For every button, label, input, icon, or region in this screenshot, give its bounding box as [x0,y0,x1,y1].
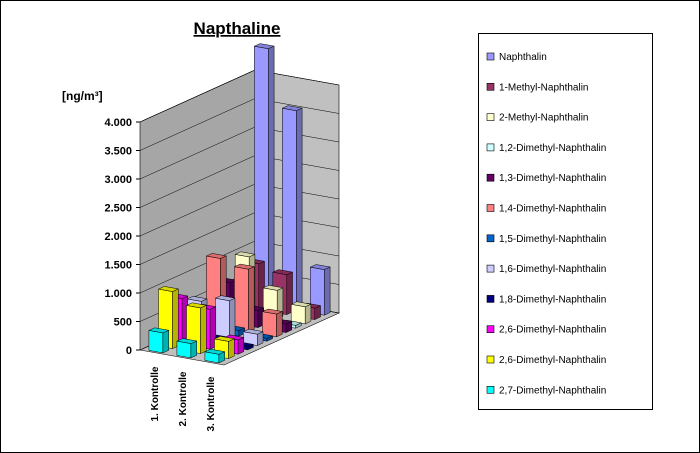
bar-side [296,107,303,311]
legend-swatch [486,204,495,212]
legend-label: 1,5-Dimethyl-Naphthalin [499,234,606,245]
bar-top [185,302,208,309]
bar-front [234,266,249,333]
x-tick-label: 1. Kontrolle [150,366,161,421]
legend-label: 1,4-Dimethyl-Naphthalin [499,204,606,215]
bar-top [253,43,275,49]
bar-top [290,301,312,308]
bar-side [190,340,197,359]
bar-side [172,288,179,349]
legend [478,33,653,410]
bar-front [262,311,277,338]
bar-top [262,285,284,291]
legend-swatch [486,355,495,364]
legend-swatch [486,143,495,152]
legend-swatch [486,52,495,61]
bar-top [234,251,256,258]
bar [253,43,275,306]
legend-label: 1,8-Dimethyl-Naphthalin [499,294,606,305]
bar-top [148,327,170,334]
bar-top [242,328,264,335]
legend-swatch [486,234,495,243]
bar [290,301,312,325]
legend-swatch [486,173,495,182]
bar [233,263,256,333]
legend-label: 1-Methyl-Naphthalin [499,82,589,93]
bar-top [213,336,236,342]
bar-side [228,338,235,359]
y-axis-label: [ng/m³] [62,89,103,103]
bar [242,328,264,346]
y-tick-label: 1.500 [104,260,132,272]
bar-top [233,263,256,270]
y-tick-label: 3.000 [104,174,132,186]
bar-side [237,337,245,355]
bar [176,338,198,359]
legend-label: 2,6-Dimethyl-Naphthalin [499,355,606,366]
legend-swatch [486,385,495,394]
legend-swatch [486,325,495,334]
bar-side [268,45,275,306]
y-tick-label: 2.000 [104,231,132,243]
x-tick-label: 3. Kontrolle [206,376,217,431]
legend-label: 2,6-Dimethyl-Naphthalin [499,325,606,336]
legend-label: Naphthalin [499,52,547,63]
bar-side [248,266,255,333]
bar-top [186,296,208,302]
bar-side [276,311,283,338]
bar [204,348,226,364]
bar-front [290,304,306,325]
bar-front [176,340,192,359]
legend-label: 1,6-Dimethyl-Naphthalin [499,264,606,275]
bar-top [261,308,284,315]
bar-top [281,105,303,111]
bar-top [157,286,180,292]
legend-swatch [486,83,495,91]
bar-side [229,297,236,341]
bar [148,327,170,354]
x-tick-label: 2. Kontrolle [178,371,189,426]
bar-top [204,348,226,355]
y-tick-label: 0 [126,345,132,357]
bar-front [148,330,164,354]
legend-label: 2-Methyl-Naphthalin [499,113,589,124]
y-tick-label: 4.000 [104,117,132,129]
chart-title: Napthaline [194,19,281,38]
legend-label: 1,3-Dimethyl-Naphthalin [499,173,606,184]
bar-side [200,304,207,354]
bar-top [205,253,228,259]
legend-swatch [486,264,495,273]
legend-swatch [486,295,495,303]
bar-side [324,266,331,316]
bar-top [309,264,331,270]
y-tick-label: 1.000 [104,288,132,300]
y-tick-label: 2.500 [104,203,132,215]
bar-front [215,297,230,341]
bar-top [176,338,198,344]
bar-side [304,303,312,325]
legend-label: 1,2-Dimethyl-Naphthalin [499,143,606,154]
y-tick-label: 500 [114,317,132,329]
bar-top [271,269,294,275]
y-tick-label: 3.500 [104,146,132,158]
bar-side [162,329,169,354]
legend-label: 2,7-Dimethyl-Naphthalin [499,385,606,396]
bar [261,308,284,338]
bar-top [214,295,236,301]
bar [214,295,236,341]
legend-swatch [486,113,495,121]
